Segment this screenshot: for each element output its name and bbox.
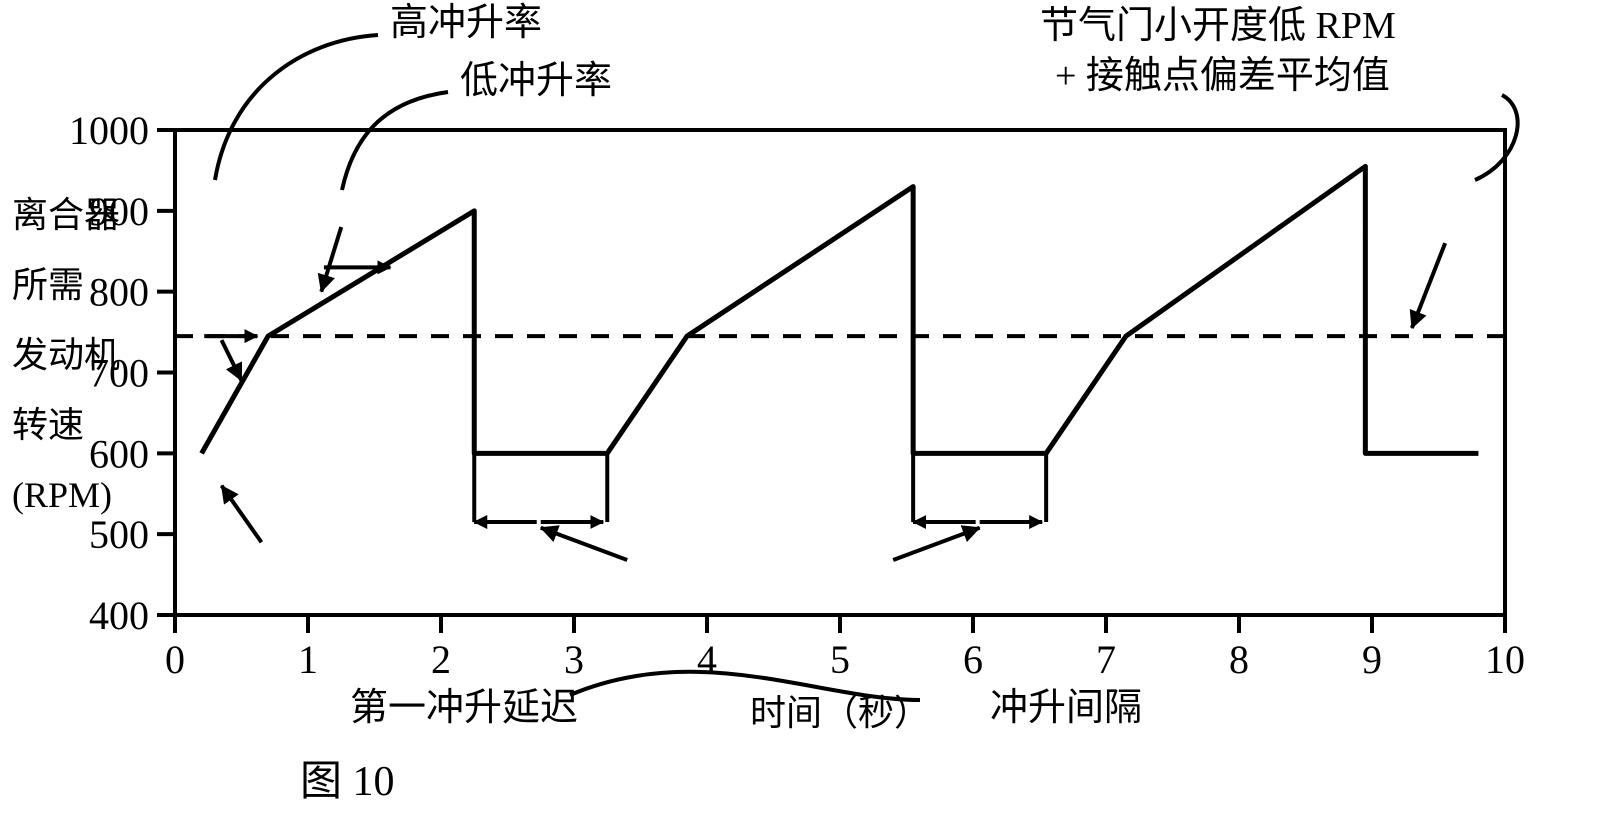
y-axis-label-line: 发动机 — [12, 335, 120, 375]
y-tick-label: 400 — [89, 593, 149, 638]
x-tick-label: 8 — [1229, 637, 1249, 682]
y-tick-label: 800 — [89, 270, 149, 315]
x-tick-label: 10 — [1485, 637, 1525, 682]
label-low_rate: 低冲升率 — [460, 60, 612, 102]
x-tick-label: 0 — [165, 637, 185, 682]
figure-container: 012345678910时间（秒）4005006007008009001000离… — [0, 0, 1605, 813]
y-tick-label: 500 — [89, 512, 149, 557]
x-tick-label: 1 — [298, 637, 318, 682]
y-tick-label: 1000 — [69, 108, 149, 153]
label-fig: 图 10 — [300, 759, 395, 805]
label-thresh1: 节气门小开度低 RPM — [1040, 5, 1396, 47]
y-axis-label-line: 离合器 — [12, 195, 120, 235]
label-interval: 冲升间隔 — [990, 687, 1142, 729]
x-tick-label: 9 — [1362, 637, 1382, 682]
y-tick-label: 600 — [89, 431, 149, 476]
x-tick-label: 4 — [697, 637, 717, 682]
label-first_delay: 第一冲升延迟 — [350, 687, 578, 729]
x-tick-label: 2 — [431, 637, 451, 682]
figure-svg: 012345678910时间（秒）4005006007008009001000离… — [0, 0, 1605, 813]
label-thresh2: + 接触点偏差平均值 — [1055, 55, 1390, 97]
x-tick-label: 7 — [1096, 637, 1116, 682]
x-tick-label: 6 — [963, 637, 983, 682]
y-axis-label-line: 所需 — [12, 265, 84, 305]
y-axis-label-line: 转速 — [12, 405, 84, 445]
y-axis-label-line: (RPM) — [12, 475, 112, 515]
label-high_rate: 高冲升率 — [390, 2, 542, 44]
x-tick-label: 3 — [564, 637, 584, 682]
x-tick-label: 5 — [830, 637, 850, 682]
